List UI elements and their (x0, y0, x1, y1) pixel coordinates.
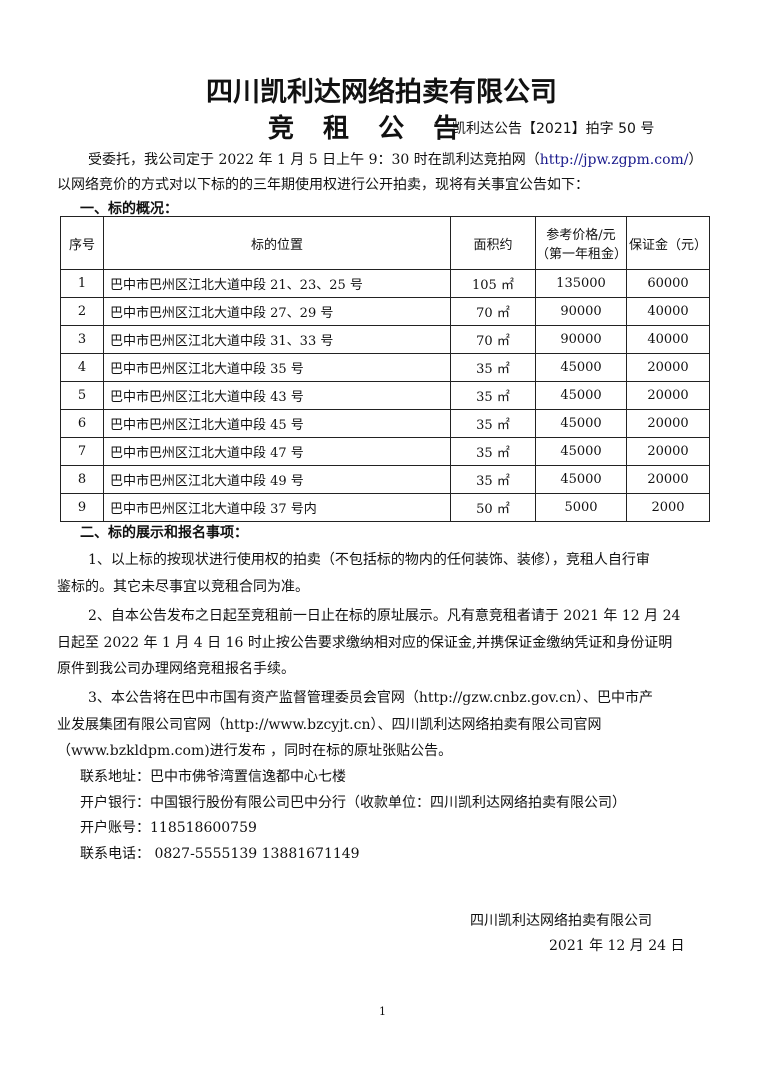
intro-line-2: 以网络竞价的方式对以下标的的三年期使用权进行公开拍卖，现将有关事宜公告如下： (57, 177, 589, 193)
body-line: 原件到我公司办理网络竞租报名手续。 (57, 661, 295, 677)
row-deposit: 20000 (626, 409, 710, 438)
body-line: 开户账号：118518600759 (80, 820, 257, 836)
header-area: 面积约 (450, 216, 536, 270)
row-no: 1 (60, 269, 104, 298)
row-deposit: 2000 (626, 493, 710, 522)
row-area: 50 ㎡ (450, 493, 536, 522)
row-location: 巴中市巴州区江北大道中段 49 号 (103, 465, 451, 494)
header-deposit: 保证金（元） (626, 216, 710, 270)
row-no: 9 (60, 493, 104, 522)
header-price: 参考价格/元 （第一年租金） (535, 216, 627, 270)
header-no: 序号 (60, 216, 104, 270)
row-deposit: 40000 (626, 325, 710, 354)
row-price: 90000 (535, 325, 627, 354)
row-no: 3 (60, 325, 104, 354)
table-row: 3 巴中市巴州区江北大道中段 31、33 号 70 ㎡ 90000 40000 (60, 325, 710, 354)
row-no: 4 (60, 353, 104, 382)
row-location: 巴中市巴州区江北大道中段 27、29 号 (103, 297, 451, 326)
row-area: 35 ㎡ (450, 409, 536, 438)
body-line: 联系电话： 0827-5555139 13881671149 (80, 846, 360, 862)
signature-date: 2021 年 12 月 24 日 (549, 938, 685, 954)
row-area: 70 ㎡ (450, 325, 536, 354)
row-deposit: 40000 (626, 297, 710, 326)
row-location: 巴中市巴州区江北大道中段 47 号 (103, 437, 451, 466)
page-number: 1 (379, 1005, 386, 1018)
body-line: 3、本公告将在巴中市国有资产监督管理委员会官网（http://gzw.cnbz.… (88, 690, 653, 706)
row-location: 巴中市巴州区江北大道中段 35 号 (103, 353, 451, 382)
row-location: 巴中市巴州区江北大道中段 21、23、25 号 (103, 269, 451, 298)
row-price: 45000 (535, 381, 627, 410)
body-line: 鉴标的。其它未尽事宜以竞租合同为准。 (57, 579, 309, 595)
body-line: 2、自本公告发布之日起至竞租前一日止在标的原址展示。凡有意竞租者请于 2021 … (88, 608, 681, 624)
row-no: 6 (60, 409, 104, 438)
row-area: 35 ㎡ (450, 381, 536, 410)
body-line: 1、以上标的按现状进行使用权的拍卖（不包括标的物内的任何装饰、装修），竞租人自行… (88, 552, 650, 568)
table-row: 7 巴中市巴州区江北大道中段 47 号 35 ㎡ 45000 20000 (60, 437, 710, 466)
table-row: 8 巴中市巴州区江北大道中段 49 号 35 ㎡ 45000 20000 (60, 465, 710, 494)
row-price: 90000 (535, 297, 627, 326)
table-row: 9 巴中市巴州区江北大道中段 37 号内 50 ㎡ 5000 2000 (60, 493, 710, 522)
row-price: 45000 (535, 409, 627, 438)
company-title: 四川凯利达网络拍卖有限公司 (206, 77, 557, 108)
section-heading-2: 二、标的展示和报名事项： (80, 525, 248, 541)
auction-site-link[interactable]: http://jpw.zgpm.com/ (539, 152, 689, 168)
row-area: 70 ㎡ (450, 297, 536, 326)
table-row: 1 巴中市巴州区江北大道中段 21、23、25 号 105 ㎡ 135000 60000 (60, 269, 710, 298)
section-heading-1: 一、标的概况： (80, 201, 178, 217)
row-area: 35 ㎡ (450, 437, 536, 466)
signature-company: 四川凯利达网络拍卖有限公司 (470, 913, 652, 929)
row-deposit: 60000 (626, 269, 710, 298)
intro-line-1: 受委托，我公司定于 2022 年 1 月 5 日上午 9：30 时在凯利达竞拍网… (88, 152, 703, 168)
row-no: 2 (60, 297, 104, 326)
row-no: 5 (60, 381, 104, 410)
body-line: 开户银行：中国银行股份有限公司巴中分行（收款单位：四川凯利达网络拍卖有限公司） (80, 795, 626, 811)
row-location: 巴中市巴州区江北大道中段 37 号内 (103, 493, 451, 522)
row-area: 35 ㎡ (450, 465, 536, 494)
row-deposit: 20000 (626, 437, 710, 466)
row-area: 105 ㎡ (450, 269, 536, 298)
table-row: 2 巴中市巴州区江北大道中段 27、29 号 70 ㎡ 90000 40000 (60, 297, 710, 326)
row-location: 巴中市巴州区江北大道中段 45 号 (103, 409, 451, 438)
row-price: 45000 (535, 353, 627, 382)
header-location: 标的位置 (103, 216, 451, 270)
row-price: 5000 (535, 493, 627, 522)
table-row: 6 巴中市巴州区江北大道中段 45 号 35 ㎡ 45000 20000 (60, 409, 710, 438)
row-location: 巴中市巴州区江北大道中段 31、33 号 (103, 325, 451, 354)
row-deposit: 20000 (626, 381, 710, 410)
row-price: 45000 (535, 437, 627, 466)
row-no: 8 (60, 465, 104, 494)
notice-title: 竞 租 公 告 (268, 114, 470, 144)
body-line: 日起至 2022 年 1 月 4 日 16 时止按公告要求缴纳相对应的保证金,并… (57, 635, 673, 651)
table-header-row: 序号 标的位置 面积约 参考价格/元 （第一年租金） 保证金（元） (60, 216, 710, 270)
lot-table: 序号 标的位置 面积约 参考价格/元 （第一年租金） 保证金（元） 1 巴中市巴州区… (60, 216, 710, 522)
body-line: （www.bzkldpm.com)进行发布 ，同时在标的原址张贴公告。 (57, 743, 453, 759)
body-line: 联系地址：巴中市佛爷湾置信逸都中心七楼 (80, 769, 346, 785)
body-line: 业发展集团有限公司官网（http://www.bzcyjt.cn）、四川凯利达网… (57, 717, 602, 733)
row-deposit: 20000 (626, 465, 710, 494)
table-row: 4 巴中市巴州区江北大道中段 35 号 35 ㎡ 45000 20000 (60, 353, 710, 382)
document-number: 凯利达公告【2021】拍字 50 号 (452, 121, 655, 137)
row-area: 35 ㎡ (450, 353, 536, 382)
table-row: 5 巴中市巴州区江北大道中段 43 号 35 ㎡ 45000 20000 (60, 381, 710, 410)
row-no: 7 (60, 437, 104, 466)
row-price: 45000 (535, 465, 627, 494)
row-deposit: 20000 (626, 353, 710, 382)
row-location: 巴中市巴州区江北大道中段 43 号 (103, 381, 451, 410)
row-price: 135000 (535, 269, 627, 298)
